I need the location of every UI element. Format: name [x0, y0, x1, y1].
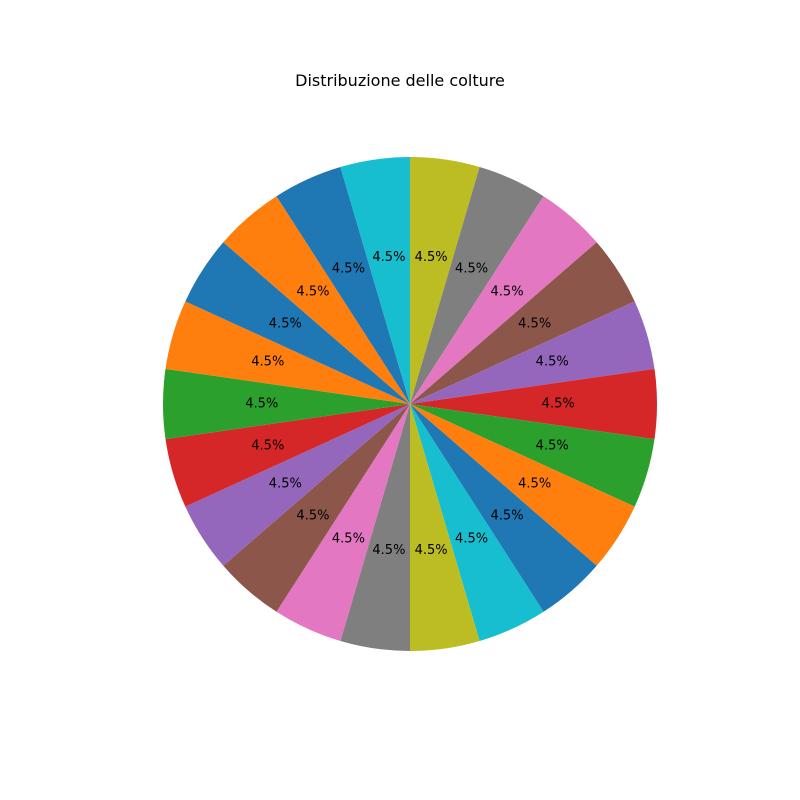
pie-slice-16: [165, 404, 410, 507]
pie-slice-18: [165, 301, 410, 404]
slice-label-9: 4.5%: [491, 509, 524, 524]
slice-label-7: 4.5%: [536, 438, 569, 453]
pie-slice-17: [163, 368, 410, 440]
slice-label-20: 4.5%: [296, 284, 329, 299]
slice-label-13: 4.5%: [332, 531, 365, 546]
slice-label-8: 4.5%: [518, 477, 551, 492]
pie-slice-14: [223, 404, 410, 612]
slice-label-18: 4.5%: [251, 355, 284, 370]
slice-label-6: 4.5%: [542, 397, 575, 412]
slice-label-15: 4.5%: [269, 477, 302, 492]
slice-label-1: 4.5%: [415, 250, 448, 265]
pie-slice-19: [185, 242, 410, 404]
pie-slice-7: [410, 404, 655, 507]
slice-label-2: 4.5%: [455, 262, 488, 277]
pie-slice-4: [410, 242, 635, 404]
pie-slice-9: [410, 404, 597, 612]
chart-title: Distribuzione delle colture: [295, 71, 505, 90]
slice-label-10: 4.5%: [455, 531, 488, 546]
pie-slice-12: [340, 404, 410, 651]
pie-slice-11: [410, 404, 480, 651]
pie-slice-8: [410, 404, 635, 566]
pie-slice-13: [276, 404, 410, 641]
pie-slice-1: [410, 157, 480, 404]
pie-slice-5: [410, 301, 655, 404]
slice-label-4: 4.5%: [518, 316, 551, 331]
pie-slice-3: [410, 196, 597, 404]
pie-slice-21: [276, 167, 410, 404]
pie-slice-20: [223, 196, 410, 404]
slice-label-19: 4.5%: [269, 316, 302, 331]
pie-slice-2: [410, 167, 544, 404]
slice-label-21: 4.5%: [332, 262, 365, 277]
pie-slices: [163, 157, 658, 651]
slice-label-16: 4.5%: [251, 438, 284, 453]
slice-label-22: 4.5%: [372, 250, 405, 265]
slice-label-11: 4.5%: [415, 543, 448, 558]
slice-label-17: 4.5%: [245, 397, 278, 412]
pie-slice-22: [340, 157, 410, 404]
pie-labels: 4.5%4.5%4.5%4.5%4.5%4.5%4.5%4.5%4.5%4.5%…: [245, 250, 574, 558]
pie-slice-10: [410, 404, 544, 641]
slice-label-3: 4.5%: [491, 284, 524, 299]
slice-label-12: 4.5%: [372, 543, 405, 558]
slice-label-5: 4.5%: [536, 355, 569, 370]
pie-slice-6: [410, 368, 658, 440]
slice-label-14: 4.5%: [296, 509, 329, 524]
pie-slice-15: [185, 404, 410, 566]
